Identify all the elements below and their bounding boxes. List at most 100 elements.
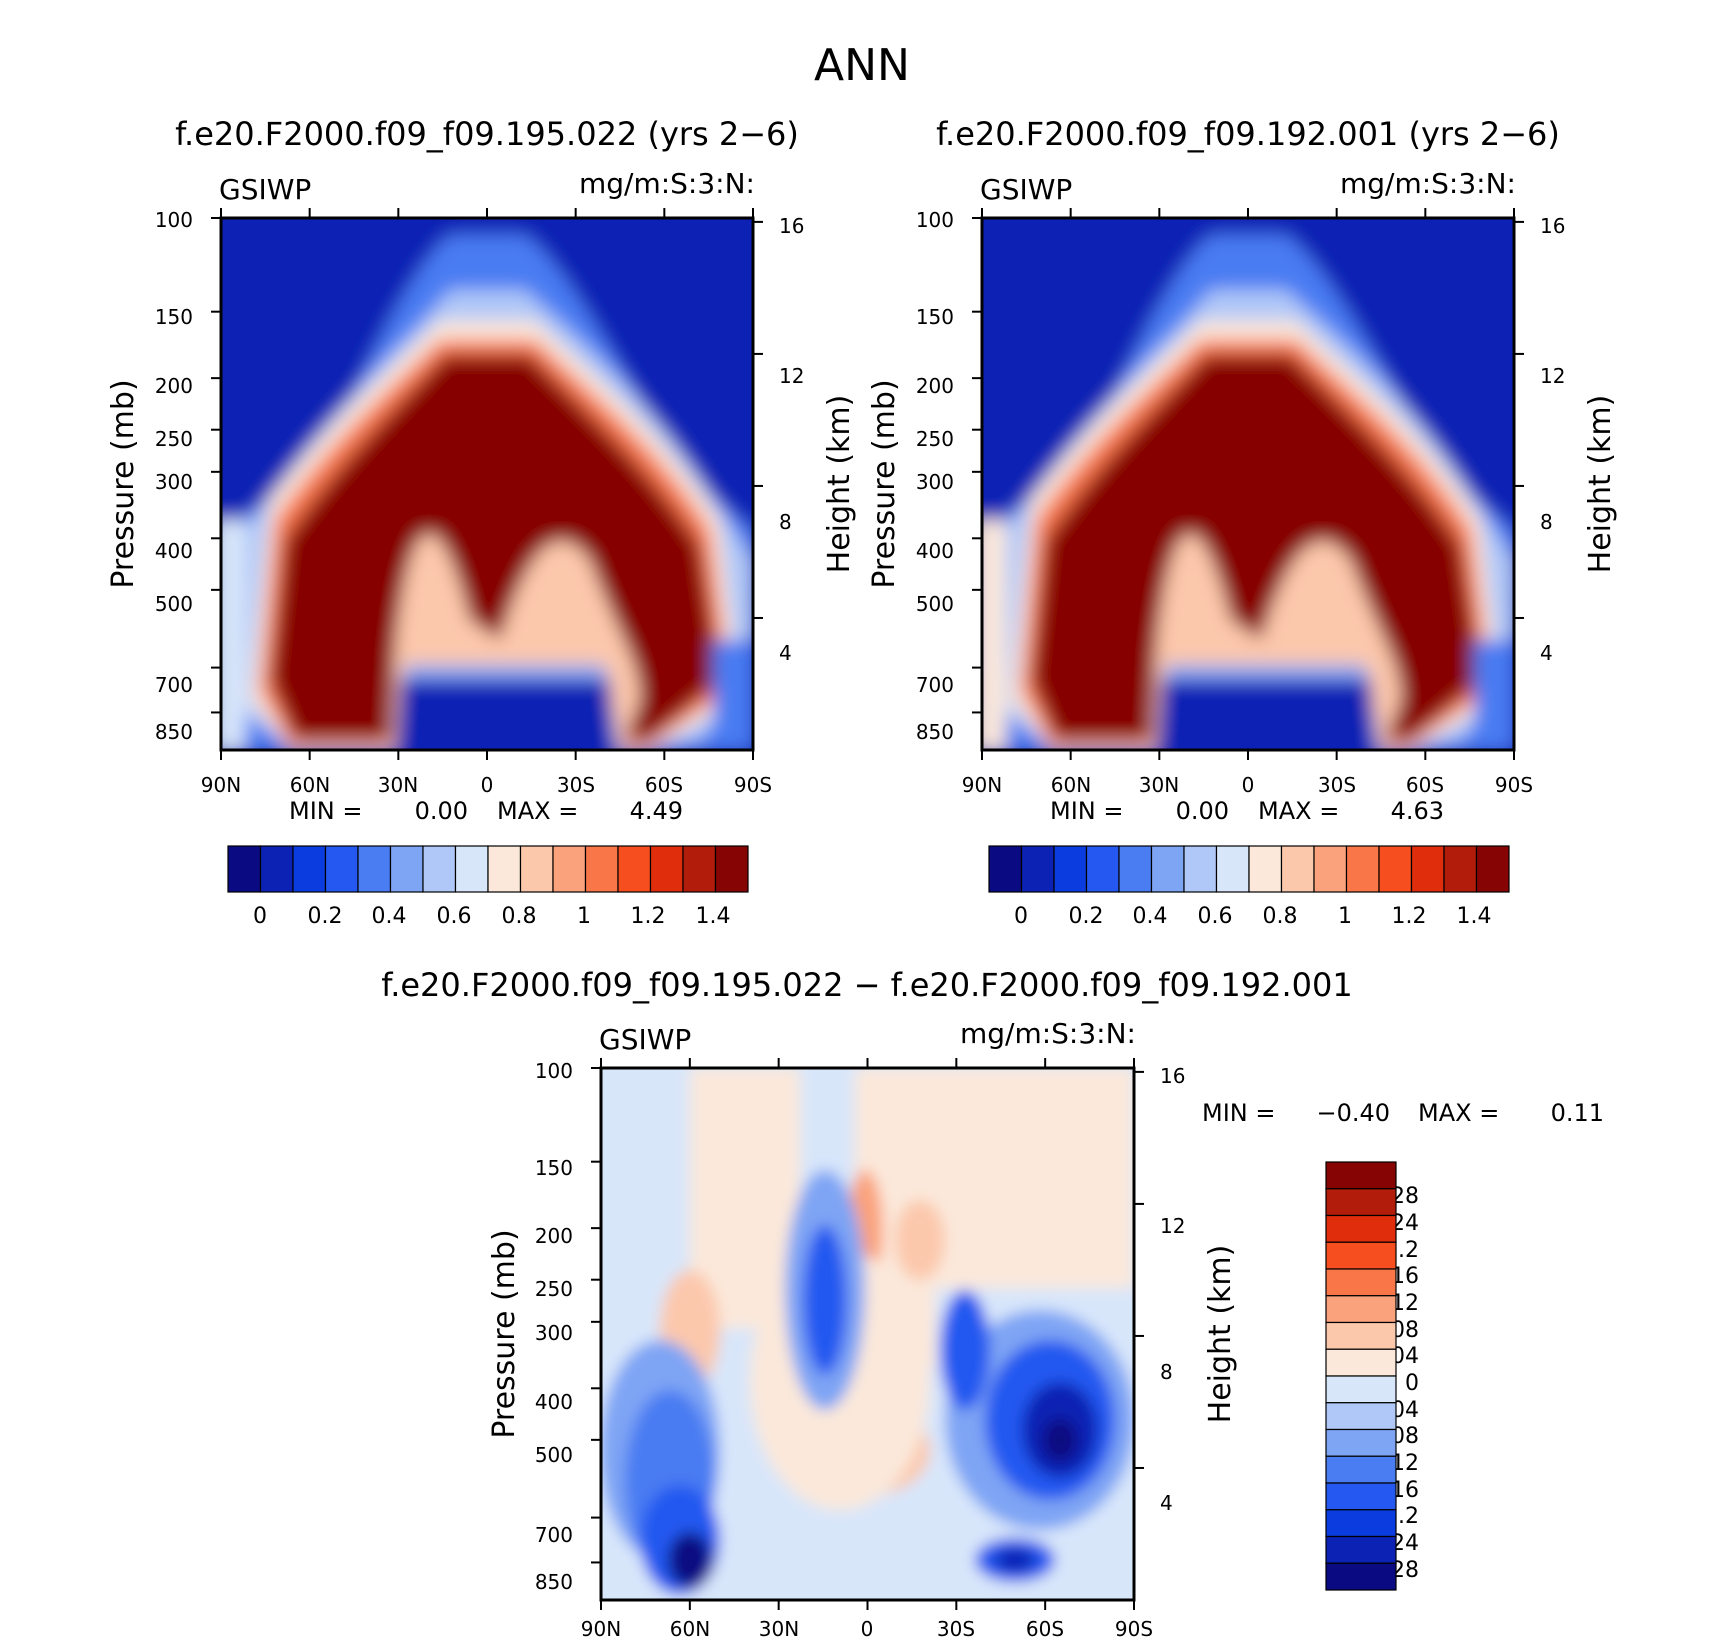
- panel-b-ytick: 300: [916, 470, 954, 494]
- panel-a-variable: GSIWP: [219, 173, 311, 206]
- panel-b-ytick: 700: [916, 673, 954, 697]
- panel-a-cbar-label: 0.2: [308, 904, 343, 929]
- panel-b-cbar-label: 0.8: [1263, 904, 1298, 929]
- panel-a-xtick: 60S: [645, 773, 683, 797]
- panel-c-title: f.e20.F2000.f09_f09.195.022 − f.e20.F200…: [381, 966, 1353, 1004]
- panel-b-cbar-swatch: [1215, 845, 1250, 893]
- panel-a-cbar-label: 1: [577, 904, 591, 929]
- panel-b-ytick: 400: [916, 539, 954, 563]
- panel-a-cbar-swatch: [324, 845, 359, 893]
- panel-a-cbar-label: 0.6: [437, 904, 472, 929]
- panel-b-cbar-label: 0: [1014, 904, 1028, 929]
- panel-c-cbar-swatch: [1325, 1535, 1397, 1564]
- panel-c-cbar-swatch: [1325, 1428, 1397, 1457]
- panel-b-cbar-swatch: [1183, 845, 1218, 893]
- panel-c-ytick-right: 12: [1160, 1214, 1185, 1238]
- panel-c-ytick: 100: [535, 1059, 573, 1083]
- panel-b-cbar-swatch: [1313, 845, 1348, 893]
- panel-b-cbar-label: 0.6: [1198, 904, 1233, 929]
- panel-b-ytick: 500: [916, 592, 954, 616]
- panel-c-ylabel: Pressure (mb): [487, 1229, 522, 1438]
- panel-b-cbar-swatch: [1378, 845, 1413, 893]
- panel-c-cbar-swatch: [1325, 1509, 1397, 1538]
- panel-a-cbar-label: 0.4: [372, 904, 407, 929]
- panel-c-cbar-swatch: [1325, 1482, 1397, 1511]
- panel-b-ytick-right: 16: [1540, 214, 1565, 238]
- panel-a-xtick: 30N: [378, 773, 418, 797]
- panel-c: f.e20.F2000.f09_f09.195.022 − f.e20.F200…: [381, 966, 1604, 1639]
- panel-a-cbar-swatch: [454, 845, 489, 893]
- panel-b-xtick: 0: [1242, 773, 1255, 797]
- panel-c-cbar-swatch: [1325, 1348, 1397, 1377]
- panel-b-cbar-swatch: [1410, 845, 1445, 893]
- panel-a-cbar-label: 0: [253, 904, 267, 929]
- panel-a-title: f.e20.F2000.f09_f09.195.022 (yrs 2−6): [175, 115, 799, 153]
- panel-b-max-value: 4.63: [1391, 797, 1444, 825]
- panel-c-cbar-swatch: [1325, 1188, 1397, 1217]
- panel-a-cbar-swatch: [682, 845, 717, 893]
- panel-b-ytick: 150: [916, 305, 954, 329]
- panel-c-ytick: 150: [535, 1156, 573, 1180]
- figure-title: ANN: [814, 40, 910, 91]
- panel-a-ylabel: Pressure (mb): [106, 379, 141, 588]
- panel-b-cbar-swatch: [1020, 845, 1055, 893]
- panel-b-cbar-label: 0.4: [1133, 904, 1168, 929]
- panel-a-max-value: 4.49: [630, 797, 683, 825]
- panel-c-ytick-right: 4: [1160, 1491, 1173, 1515]
- panel-b-ytick-right: 12: [1540, 364, 1565, 388]
- panel-c-cbar-swatch: [1325, 1321, 1397, 1350]
- panel-c-ylabel-right: Height (km): [1203, 1245, 1238, 1424]
- panel-a-xtick: 0: [481, 773, 494, 797]
- panel-b-ylabel: Pressure (mb): [867, 379, 902, 588]
- panel-b-xtick: 90N: [962, 773, 1002, 797]
- panel-c-variable: GSIWP: [599, 1023, 691, 1056]
- panel-a-field: [221, 218, 753, 750]
- panel-a-cbar-swatch: [259, 845, 294, 893]
- panel-a-xtick: 60N: [290, 773, 330, 797]
- panel-b-ytick: 200: [916, 374, 954, 398]
- panel-b-ytick: 850: [916, 720, 954, 744]
- panel-c-units: mg/m:S:3:N:: [960, 1017, 1136, 1050]
- panel-a-ytick: 250: [155, 427, 193, 451]
- panel-b-min-value: 0.00: [1176, 797, 1229, 825]
- panel-a-cbar-swatch: [389, 845, 424, 893]
- panel-b-cbar-swatch: [1085, 845, 1120, 893]
- panel-a-ytick-right: 4: [779, 641, 792, 665]
- panel-a-cbar-swatch: [487, 845, 522, 893]
- panel-c-cbar-swatch: [1325, 1268, 1397, 1297]
- panel-a-cbar-swatch: [519, 845, 554, 893]
- panel-a-ytick-right: 16: [779, 214, 804, 238]
- panel-a-cbar-swatch: [292, 845, 327, 893]
- panel-a-xtick: 90S: [734, 773, 772, 797]
- panel-c-cbar-swatch: [1325, 1375, 1397, 1404]
- panel-b-xtick: 30S: [1318, 773, 1356, 797]
- panel-a-ytick: 200: [155, 374, 193, 398]
- panel-c-ytick-right: 8: [1160, 1360, 1173, 1384]
- panel-c-cbar-swatch: [1325, 1241, 1397, 1270]
- panel-c-xtick: 30N: [759, 1617, 799, 1639]
- panel-b-cbar-label: 1: [1338, 904, 1352, 929]
- panel-b-xtick: 30N: [1139, 773, 1179, 797]
- panel-b-cbar-swatch: [1248, 845, 1283, 893]
- panel-b-field: [982, 218, 1514, 750]
- panel-b-ytick: 100: [916, 208, 954, 232]
- panel-c-xtick: 0: [861, 1617, 874, 1639]
- panel-a-min-label: MIN =: [289, 797, 362, 825]
- panel-c-xtick: 60S: [1026, 1617, 1064, 1639]
- panel-a-cbar-label: 1.2: [631, 904, 666, 929]
- panel-a-cbar-swatch: [422, 845, 457, 893]
- panel-a-ytick: 300: [155, 470, 193, 494]
- panel-b-xtick: 60N: [1051, 773, 1091, 797]
- panel-c-xtick: 90N: [581, 1617, 621, 1639]
- panel-c-max-label: MAX =: [1418, 1099, 1499, 1127]
- panel-c-cbar-swatch: [1325, 1161, 1397, 1190]
- panel-b-variable: GSIWP: [980, 173, 1072, 206]
- panel-b-cbar-swatch: [988, 845, 1023, 893]
- panel-a-ytick: 500: [155, 592, 193, 616]
- panel-b-cbar-label: 0.2: [1069, 904, 1104, 929]
- panel-b-xtick: 60S: [1406, 773, 1444, 797]
- panel-b-cbar-swatch: [1475, 845, 1510, 893]
- panel-b-ylabel-right: Height (km): [1583, 395, 1618, 574]
- panel-a-ytick: 150: [155, 305, 193, 329]
